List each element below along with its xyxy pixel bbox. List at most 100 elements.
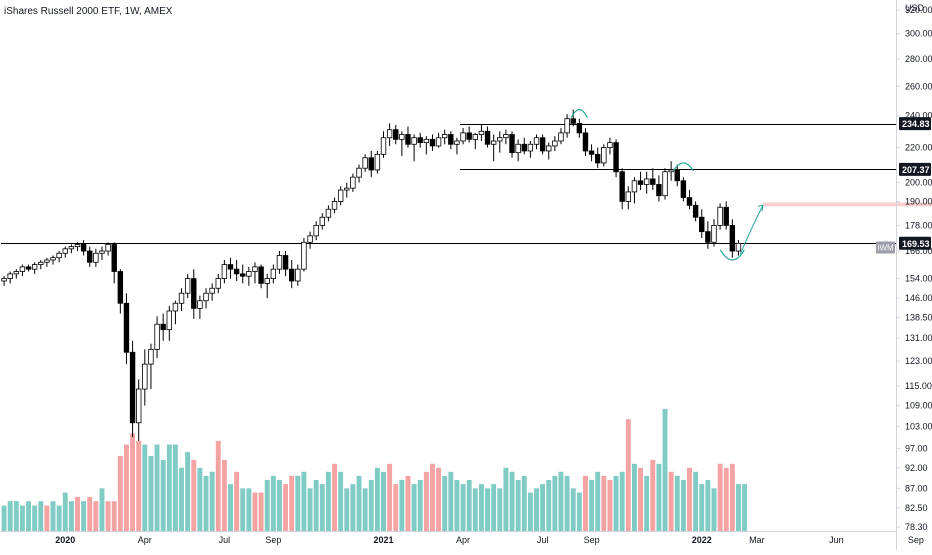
- candle: [435, 132, 442, 148]
- volume-bar: [344, 488, 350, 531]
- x-tick-label: Jul: [219, 535, 231, 545]
- trough-arc: [719, 249, 745, 261]
- candle: [172, 300, 179, 325]
- candle: [711, 219, 717, 247]
- candle: [705, 221, 711, 249]
- volume-bar: [687, 467, 692, 531]
- candle-body: [466, 132, 472, 140]
- price-tag-box: [899, 117, 931, 131]
- volume-bar: [387, 463, 393, 531]
- volume-bar: [221, 459, 227, 531]
- candle-body: [484, 130, 491, 145]
- candle: [74, 242, 81, 252]
- candle-body: [570, 118, 576, 124]
- candle-body: [74, 244, 81, 248]
- candle-body: [258, 266, 264, 284]
- candle: [717, 203, 723, 230]
- volume-bar: [258, 492, 264, 531]
- volume-bar: [301, 471, 307, 531]
- candle-body: [631, 180, 638, 193]
- volume-bar: [656, 463, 662, 531]
- candle: [417, 132, 423, 148]
- candle: [386, 123, 393, 146]
- candle: [282, 251, 289, 277]
- candle: [490, 134, 497, 162]
- x-tick-label: Sep: [265, 535, 281, 545]
- candle: [362, 154, 368, 172]
- candle: [619, 168, 625, 210]
- annotations: [570, 108, 764, 261]
- candle-body: [350, 176, 356, 189]
- volume-bars: [1, 408, 748, 531]
- candle-body: [154, 323, 160, 350]
- candle-body: [564, 118, 570, 134]
- volume-bar: [570, 488, 576, 531]
- candle: [558, 128, 564, 145]
- candle-body: [209, 287, 215, 294]
- candle-body: [399, 134, 405, 140]
- candle-body: [454, 140, 460, 145]
- y-tick-label: 138.50: [905, 313, 932, 323]
- volume-bar: [130, 433, 136, 531]
- candle-body: [240, 273, 246, 277]
- candle-body: [105, 244, 111, 252]
- candle: [87, 246, 93, 267]
- candle-body: [595, 153, 601, 164]
- volume-bar: [601, 475, 607, 531]
- candle-body: [503, 134, 509, 139]
- volume-bar: [38, 501, 44, 531]
- volume-bar: [338, 471, 344, 531]
- candle: [564, 114, 570, 138]
- candle: [19, 264, 26, 277]
- candle-body: [197, 300, 203, 309]
- candle-body: [178, 292, 185, 304]
- volume-bar: [436, 467, 442, 531]
- volume-bar: [742, 484, 748, 531]
- candle: [631, 177, 638, 204]
- candle-body: [123, 302, 130, 353]
- volume-bar: [546, 479, 552, 531]
- candle-body: [1, 278, 7, 282]
- volume-bar: [215, 440, 221, 531]
- candle: [307, 231, 313, 249]
- volume-bar: [68, 501, 74, 531]
- horizontal-levels: [1, 124, 896, 244]
- volume-bar: [595, 471, 601, 531]
- price-axis[interactable]: 320.00 300.00 280.00 260.00 240.00 220.00 200.…: [896, 5, 932, 532]
- peak-arc: [570, 108, 588, 118]
- candle: [160, 313, 166, 341]
- candle: [656, 175, 662, 202]
- volume-bar: [564, 475, 570, 531]
- candle-body: [735, 242, 742, 252]
- volume-bar: [729, 463, 735, 531]
- candle: [472, 132, 478, 150]
- candle: [588, 144, 595, 162]
- candle-body: [38, 261, 44, 265]
- volume-bar: [142, 444, 148, 531]
- volume-bar: [583, 475, 588, 531]
- candle: [313, 221, 319, 241]
- candle-body: [509, 134, 515, 154]
- candle: [142, 349, 148, 406]
- volume-bar: [32, 505, 38, 531]
- candle: [601, 144, 607, 167]
- y-tick-label: 87.00: [905, 483, 928, 493]
- volume-bar: [197, 467, 203, 531]
- candle-body: [411, 137, 417, 145]
- candle-body: [576, 122, 583, 134]
- candle-body: [227, 264, 234, 270]
- candle: [350, 173, 356, 192]
- candle: [7, 271, 13, 284]
- candle: [356, 164, 362, 183]
- candle-body: [515, 143, 521, 154]
- volume-bar: [105, 501, 111, 531]
- y-tick-label: 78.30: [905, 522, 928, 532]
- candle: [692, 201, 699, 222]
- x-tick-label: Jun: [829, 535, 844, 545]
- volume-bar: [203, 475, 209, 531]
- candle-body: [233, 268, 240, 275]
- volume-bar: [430, 463, 435, 531]
- candle: [319, 213, 325, 230]
- candle: [331, 197, 338, 214]
- time-axis[interactable]: 2020AprJulSep2021AprJulSep2022MarJunSep2…: [55, 535, 932, 545]
